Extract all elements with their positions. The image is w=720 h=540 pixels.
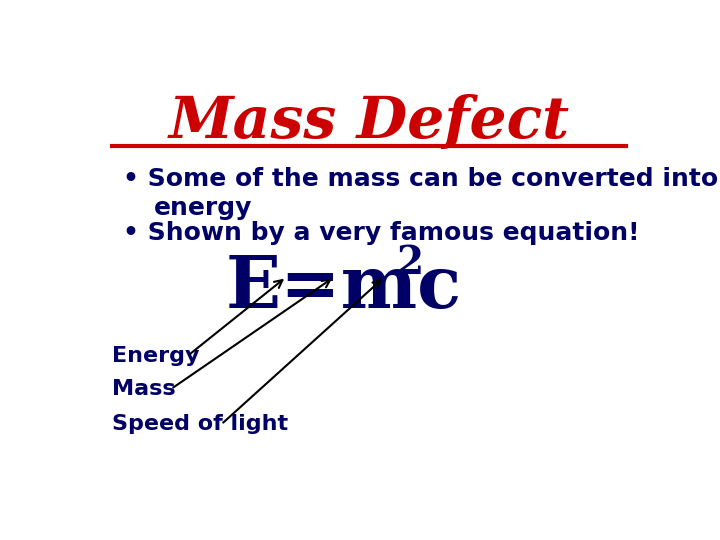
Text: 2: 2 [396,244,423,282]
Text: • Some of the mass can be converted into: • Some of the mass can be converted into [124,167,719,191]
Text: E=mc: E=mc [226,252,462,323]
Text: Mass Defect: Mass Defect [168,94,570,151]
Text: • Shown by a very famous equation!: • Shown by a very famous equation! [124,221,640,245]
Text: Speed of light: Speed of light [112,415,289,435]
Text: energy: energy [154,196,253,220]
Text: Mass: Mass [112,379,176,399]
Text: Energy: Energy [112,346,200,366]
